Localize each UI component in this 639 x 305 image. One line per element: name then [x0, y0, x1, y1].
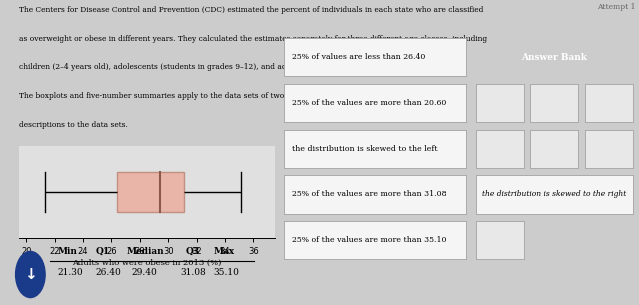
Text: Max: Max: [213, 247, 235, 256]
Text: Q1: Q1: [96, 247, 110, 256]
Text: as overweight or obese in different years. They calculated the estimates separat: as overweight or obese in different year…: [19, 34, 487, 43]
Text: 21.30: 21.30: [58, 268, 83, 278]
Bar: [117, 172, 183, 212]
Text: 26.40: 26.40: [96, 268, 121, 278]
Text: ↓: ↓: [24, 267, 36, 282]
Text: Answer Bank: Answer Bank: [521, 53, 587, 62]
Text: 25% of values are less than 26.40: 25% of values are less than 26.40: [291, 53, 425, 61]
Text: the distribution is skewed to the right: the distribution is skewed to the right: [482, 190, 627, 199]
Text: 31.08: 31.08: [180, 268, 206, 278]
Text: 25% of the values are more than 35.10: 25% of the values are more than 35.10: [291, 236, 446, 244]
Text: Min: Min: [58, 247, 77, 256]
Text: the distribution is skewed to the left: the distribution is skewed to the left: [291, 145, 437, 153]
Text: 29.40: 29.40: [132, 268, 157, 278]
Text: 25% of the values are more than 31.08: 25% of the values are more than 31.08: [291, 190, 446, 199]
Circle shape: [15, 251, 45, 298]
Text: descriptions to the data sets.: descriptions to the data sets.: [19, 120, 128, 129]
Text: Median: Median: [127, 247, 164, 256]
Text: children (2–4 years old), adolescents (students in grades 9–12), and adults (age: children (2–4 years old), adolescents (s…: [19, 63, 403, 71]
Text: Attempt 1: Attempt 1: [597, 3, 636, 11]
Text: The boxplots and five-number summaries apply to the data sets of two different a: The boxplots and five-number summaries a…: [19, 92, 454, 100]
X-axis label: Adults who were obese in 2013 (%): Adults who were obese in 2013 (%): [72, 259, 222, 267]
Text: The Centers for Disease Control and Prevention (CDC) estimated the percent of in: The Centers for Disease Control and Prev…: [19, 6, 483, 14]
Text: 25% of the values are more than 20.60: 25% of the values are more than 20.60: [291, 99, 446, 107]
Text: 35.10: 35.10: [213, 268, 239, 278]
Text: Q3: Q3: [185, 247, 199, 256]
